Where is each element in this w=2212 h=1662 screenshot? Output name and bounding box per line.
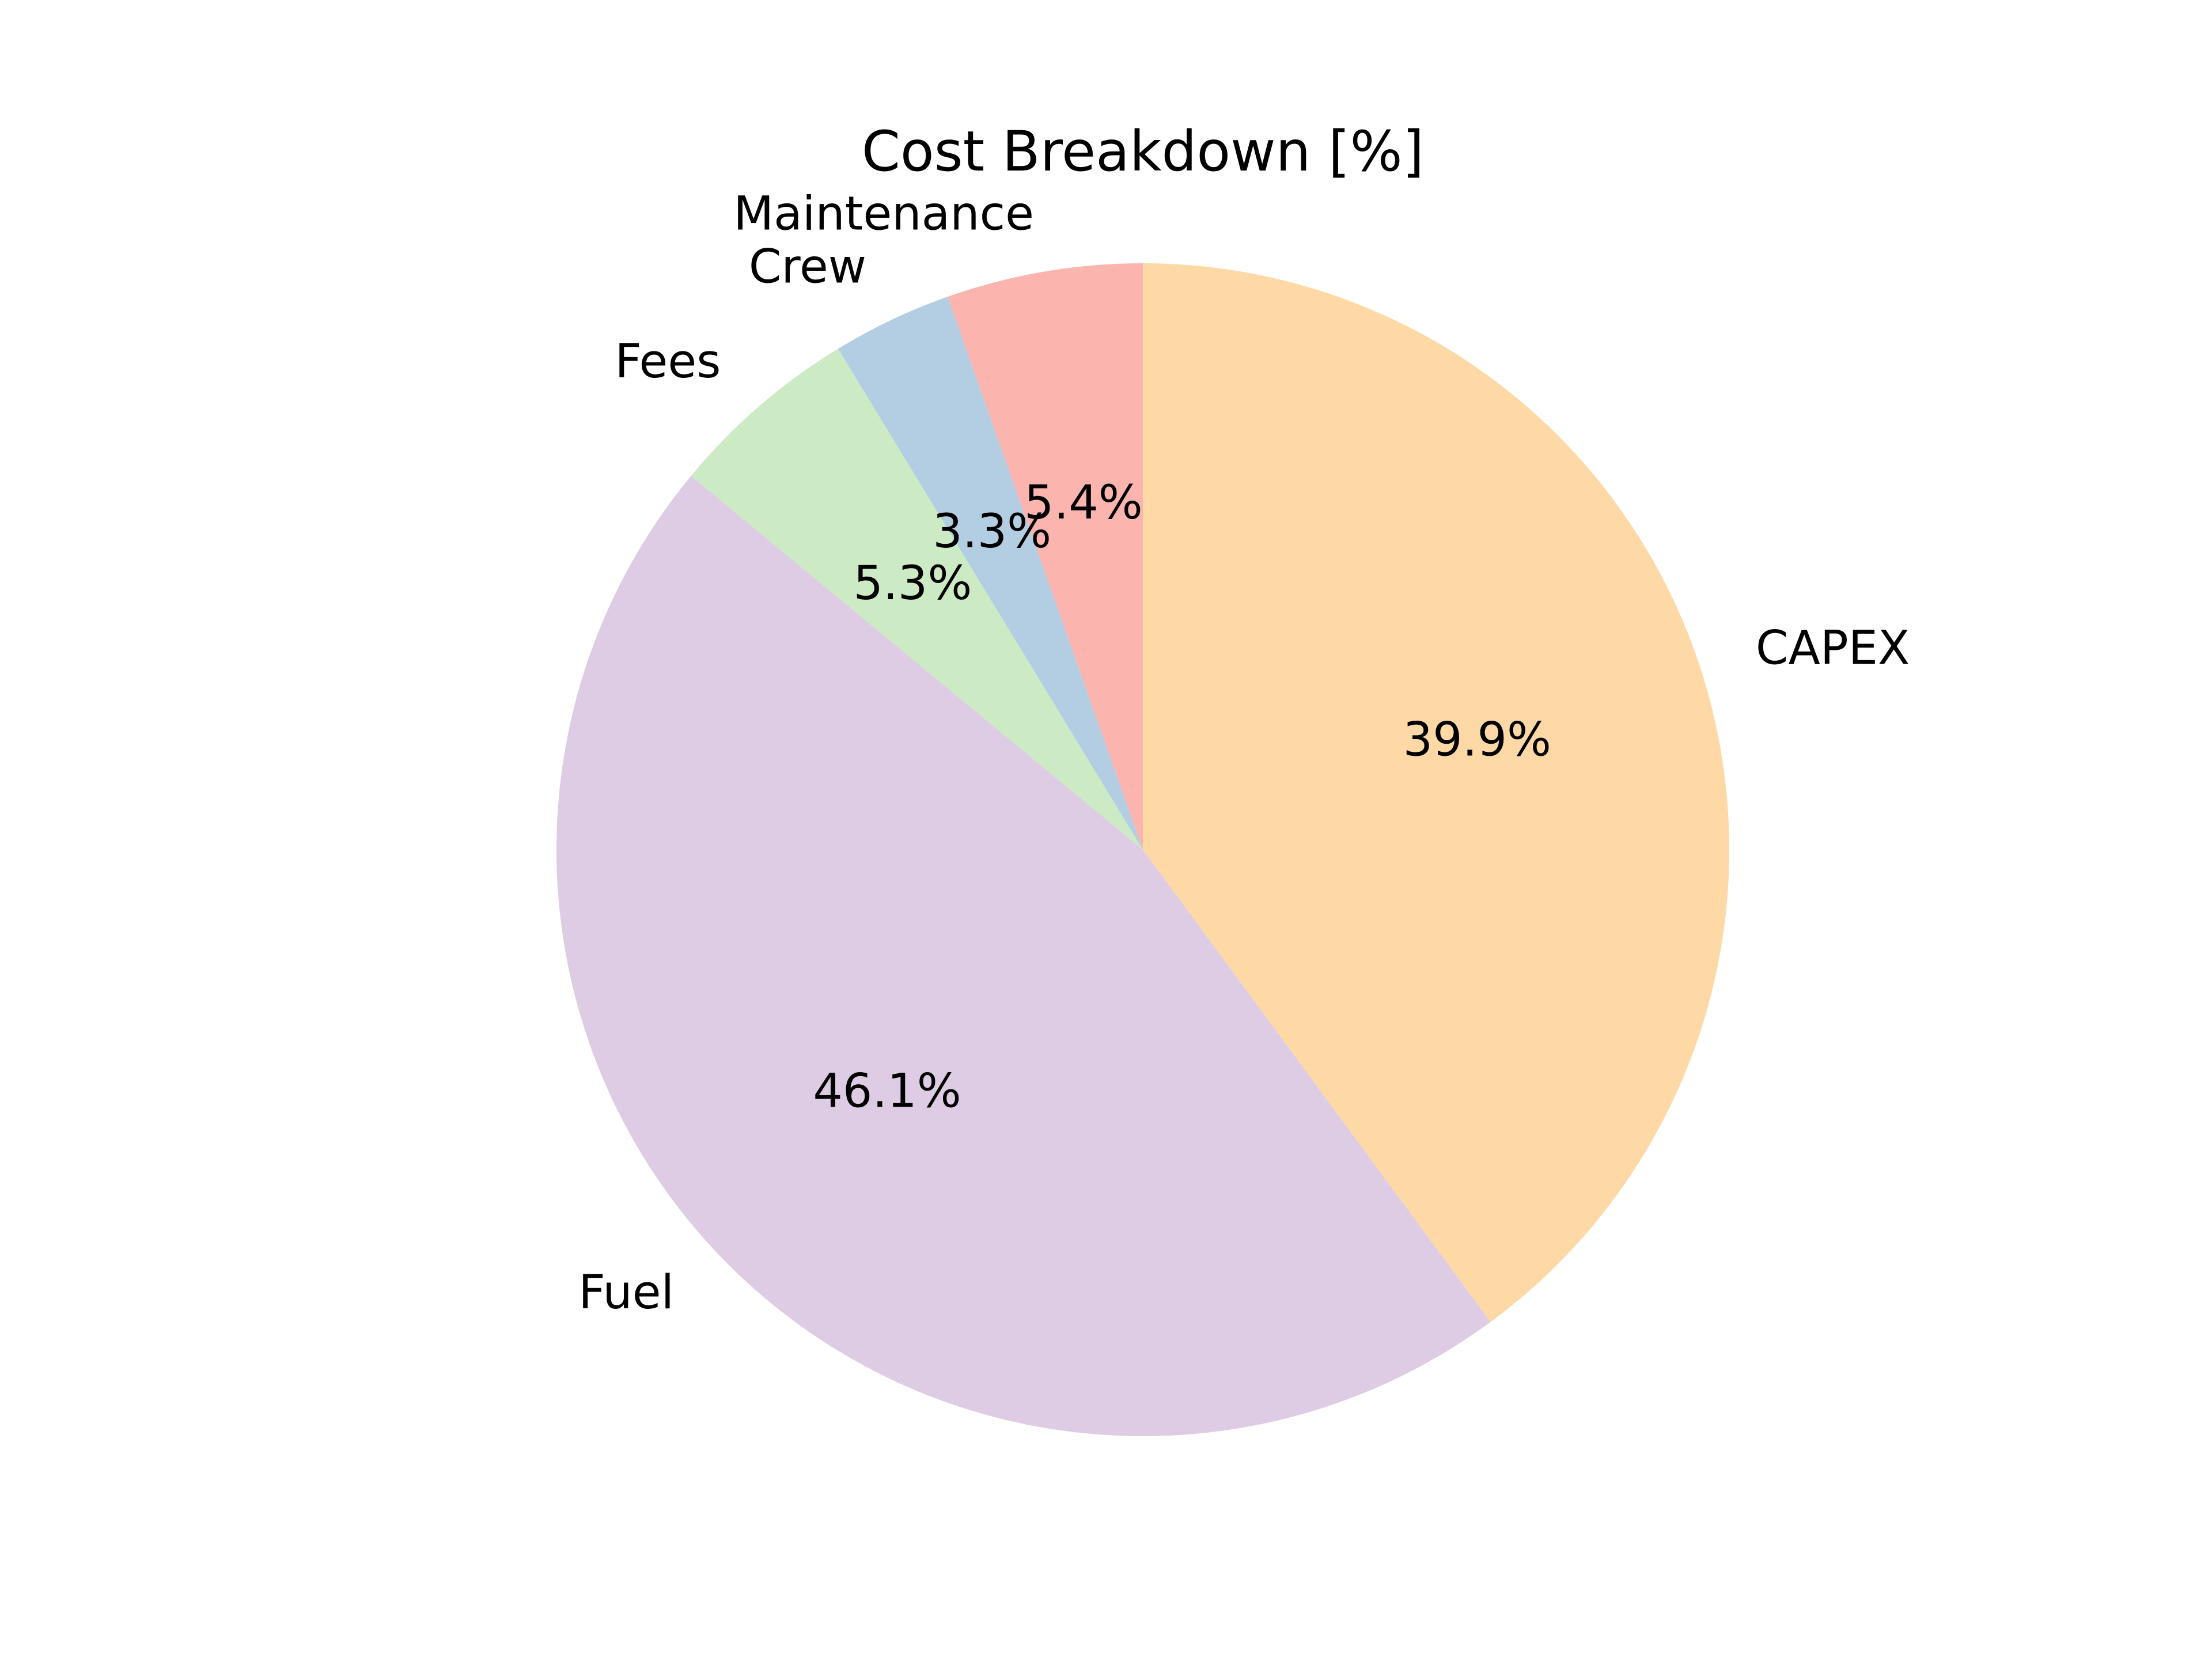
slice-label-crew: Crew [749,240,866,294]
percent-label-crew: 3.3% [933,505,1051,559]
pie-slice-maintenance [948,263,1143,850]
percent-label-capex: 39.9% [1403,713,1551,767]
pie-slice-capex [1143,263,1730,1322]
pie-slices [556,263,1730,1437]
slice-label-capex: CAPEX [1756,622,1910,676]
percent-label-fuel: 46.1% [813,1065,961,1119]
slice-label-maintenance: Maintenance [733,187,1034,241]
chart-title: Cost Breakdown [%] [862,119,1424,184]
pie-slice-fuel [556,476,1491,1437]
pie-slice-fees [691,349,1143,850]
percent-labels: 39.9% 46.1% 5.3%3.3%5.4% [813,476,1551,1119]
slice-label-fees: Fees [615,335,721,389]
pie-slice-crew [838,297,1143,850]
slice-label-fuel: Fuel [578,1266,674,1320]
percent-label-fees: 5.3% [854,556,972,611]
percent-label-maintenance: 5.4% [1024,476,1143,530]
